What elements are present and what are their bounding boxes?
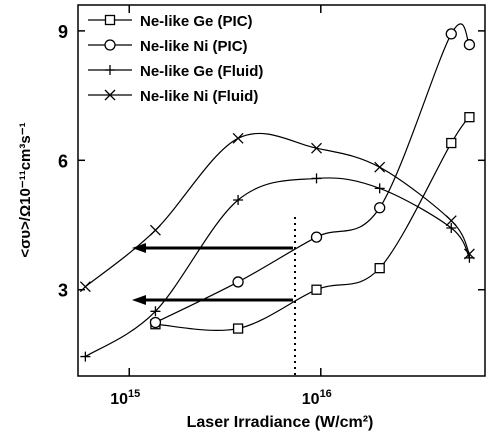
marker	[149, 224, 161, 236]
fit-curve	[85, 177, 470, 358]
marker	[232, 132, 244, 144]
legend-label: Ne-like Ge (Fluid)	[140, 63, 263, 80]
legend-label: Ne-like Ge (PIC)	[140, 13, 253, 30]
marker	[233, 194, 244, 205]
x-tick-base: 10	[110, 391, 128, 408]
arrow-head	[132, 243, 146, 253]
marker	[311, 173, 322, 184]
marker	[463, 39, 476, 51]
marker	[446, 137, 457, 149]
x-tick-base: 10	[302, 391, 320, 408]
x-tick-label: 1015	[110, 388, 140, 408]
marker	[374, 183, 385, 194]
legend-marker	[104, 89, 116, 101]
fit-curve	[84, 132, 470, 288]
marker	[374, 202, 386, 214]
marker	[310, 231, 323, 243]
marker	[464, 112, 475, 123]
legend-label: Ne-like Ni (Fluid)	[140, 88, 258, 105]
marker	[374, 263, 385, 274]
legend-marker	[104, 14, 116, 26]
marker	[232, 276, 244, 288]
y-tick-label: 3	[58, 281, 68, 301]
legend-label: Ne-like Ni (PIC)	[140, 38, 248, 55]
y-tick-label: 9	[58, 22, 68, 42]
marker	[149, 316, 162, 329]
marker	[374, 161, 386, 173]
marker	[445, 28, 457, 40]
plot-frame	[77, 4, 486, 377]
marker	[79, 281, 91, 293]
arrow-head	[132, 295, 146, 305]
marker	[311, 142, 322, 154]
y-axis-title: <συ>/Ω10⁻¹¹cm³s⁻¹	[17, 122, 34, 257]
marker	[311, 284, 322, 295]
x-tick-exponent: 16	[320, 388, 332, 400]
marker	[446, 223, 457, 234]
x-tick-exponent: 15	[128, 388, 140, 400]
legend-marker	[104, 39, 116, 51]
marker	[80, 351, 91, 362]
marker	[445, 215, 457, 227]
fit-curve	[155, 116, 470, 331]
marker	[150, 306, 161, 317]
y-tick-label: 6	[58, 151, 68, 171]
marker	[463, 248, 475, 260]
marker	[232, 323, 244, 334]
legend-marker	[105, 65, 115, 75]
x-tick-label: 1016	[302, 388, 332, 408]
x-axis-title: Laser Irradiance (W/cm²)	[187, 414, 374, 431]
